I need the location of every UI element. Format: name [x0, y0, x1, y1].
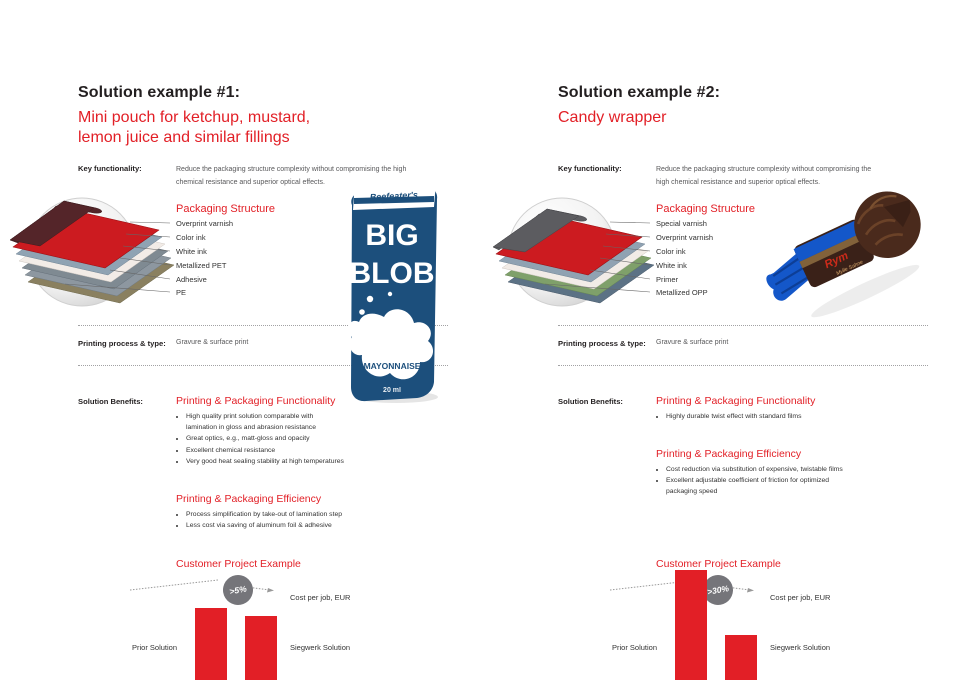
svg-text:MAYONNAISE: MAYONNAISE [364, 361, 421, 371]
svg-text:BLOB: BLOB [350, 257, 435, 290]
svg-text:BIG: BIG [365, 219, 418, 252]
svg-text:20 ml: 20 ml [383, 387, 401, 394]
